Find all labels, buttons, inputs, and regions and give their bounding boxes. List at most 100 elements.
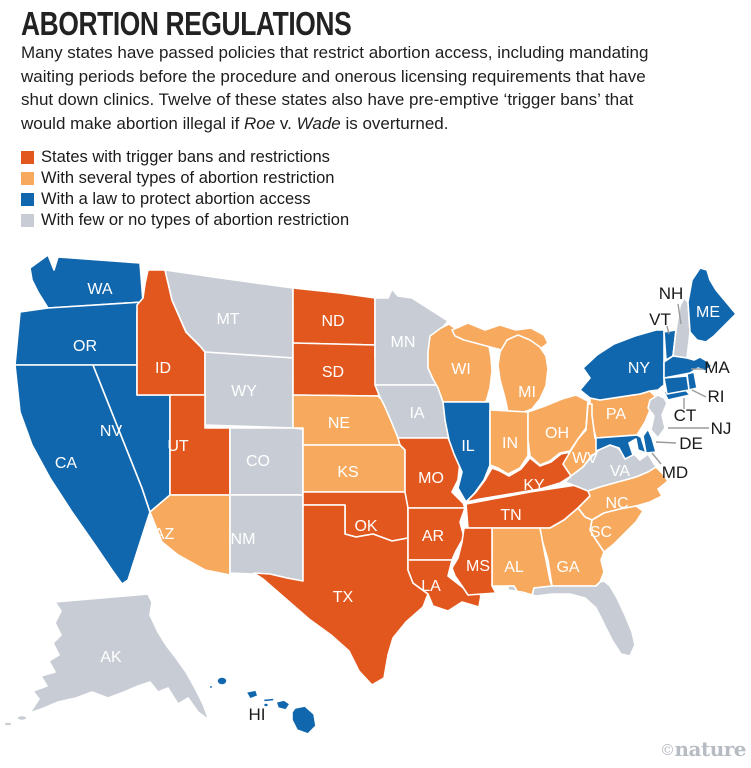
legend-swatch-several <box>21 172 34 185</box>
credit-name: nature <box>674 737 746 761</box>
label-NV: NV <box>100 423 123 440</box>
label-CA: CA <box>55 455 78 472</box>
state-HI-big-island <box>291 705 317 735</box>
legend-item-several: With several types of abortion restricti… <box>21 168 349 189</box>
state-AK-aleutian-2 <box>3 721 13 727</box>
callout-line-VT <box>666 325 670 335</box>
state-HI-niihau <box>208 684 214 690</box>
callout-lines <box>651 303 709 465</box>
label-TX: TX <box>333 589 354 606</box>
callout-line-MD <box>651 452 662 465</box>
label-OH: OH <box>545 425 569 442</box>
legend-item-few: With few or no types of abortion restric… <box>21 210 349 231</box>
label-WV: WV <box>572 450 598 467</box>
state-HI-molokai <box>262 697 275 703</box>
label-NJ: NJ <box>711 419 732 438</box>
label-IL: IL <box>461 438 474 455</box>
state-HI-kauai <box>216 676 228 686</box>
state-CT <box>663 375 690 395</box>
state-NH <box>672 297 691 359</box>
label-NY: NY <box>628 360 651 377</box>
label-AK: AK <box>100 649 122 666</box>
legend-label: With a law to protect abortion access <box>41 190 311 208</box>
state-LA <box>407 559 482 612</box>
label-KY: KY <box>523 477 545 494</box>
label-ID: ID <box>155 360 171 377</box>
label-TN: TN <box>500 507 521 524</box>
label-AR: AR <box>422 528 444 545</box>
label-AL: AL <box>504 559 524 576</box>
copyright-symbol: © <box>659 741 675 759</box>
intro-line-4: would make abortion illegal if Roe v. Wa… <box>21 113 449 133</box>
legend-label: With several types of abortion restricti… <box>41 169 335 187</box>
label-SC: SC <box>590 524 612 541</box>
legend-item-trigger: States with trigger bans and restriction… <box>21 147 349 168</box>
label-DE: DE <box>679 434 703 453</box>
label-NH: NH <box>659 284 684 303</box>
label-RI: RI <box>708 387 725 406</box>
state-HI-lanai <box>262 702 270 708</box>
label-IA: IA <box>409 405 424 422</box>
intro-line-1: Many states have passed policies that re… <box>21 43 649 62</box>
legend-swatch-few <box>21 214 34 227</box>
nature-credit: ©nature <box>659 737 747 761</box>
state-MD <box>595 434 647 460</box>
label-ND: ND <box>321 313 344 330</box>
label-MA: MA <box>704 358 730 377</box>
callout-line-DE <box>655 441 677 444</box>
label-NC: NC <box>605 495 628 512</box>
label-MN: MN <box>391 334 416 351</box>
label-CO: CO <box>246 453 270 470</box>
label-WA: WA <box>87 281 113 298</box>
legend: States with trigger bans and restriction… <box>21 147 349 231</box>
label-KS: KS <box>337 464 358 481</box>
label-MI: MI <box>518 384 536 401</box>
callout-line-NH <box>677 303 682 325</box>
legend-item-protect: With a law to protect abortion access <box>21 189 349 210</box>
label-SD: SD <box>322 364 344 381</box>
state-MA <box>663 355 713 379</box>
state-ME <box>687 267 737 343</box>
label-GA: GA <box>556 559 579 576</box>
label-MS: MS <box>466 558 490 575</box>
label-WY: WY <box>231 383 257 400</box>
label-MT: MT <box>216 311 239 328</box>
legend-label: With few or no types of abortion restric… <box>41 211 350 229</box>
state-HI-maui <box>275 699 291 711</box>
label-MO: MO <box>418 470 444 487</box>
label-PA: PA <box>606 406 626 423</box>
case-name-roe: Roe <box>244 113 276 133</box>
label-OR: OR <box>73 338 97 355</box>
callout-labels: NH VT MA RI CT NJ DE MD HI <box>249 284 732 724</box>
label-HI: HI <box>249 705 266 724</box>
label-IN: IN <box>502 435 518 452</box>
label-MD: MD <box>662 463 688 482</box>
legend-label: States with trigger bans and restriction… <box>41 148 330 166</box>
label-LA: LA <box>421 578 441 595</box>
label-VT: VT <box>649 310 671 329</box>
state-GA <box>539 507 605 587</box>
state-labels: WA OR CA NV ID MT WY UT CO AZ NM ND SD N… <box>55 281 720 666</box>
state-MI <box>497 334 549 414</box>
state-WA <box>29 254 144 309</box>
state-NJ <box>647 394 668 439</box>
callout-line-RI <box>691 389 707 398</box>
state-MS <box>451 527 497 596</box>
intro-paragraph: Many states have passed policies that re… <box>21 41 648 135</box>
intro-line-3: shut down clinics. Twelve of these state… <box>21 90 634 109</box>
us-choropleth-map: WA OR CA NV ID MT WY UT CO AZ NM ND SD N… <box>3 254 737 735</box>
legend-swatch-trigger <box>21 151 34 164</box>
intro-line-2: waiting periods before the procedure and… <box>21 66 646 86</box>
state-KY <box>465 440 593 503</box>
label-OK: OK <box>354 518 377 535</box>
label-VA: VA <box>610 463 630 480</box>
state-AK-aleutian-1 <box>16 714 28 722</box>
label-CT: CT <box>674 406 697 425</box>
label-NE: NE <box>328 415 350 432</box>
label-NM: NM <box>231 531 256 548</box>
label-UT: UT <box>167 438 189 455</box>
legend-swatch-protect <box>21 193 34 206</box>
page-title: ABORTION REGULATIONS <box>21 5 352 42</box>
state-AR <box>407 507 466 561</box>
